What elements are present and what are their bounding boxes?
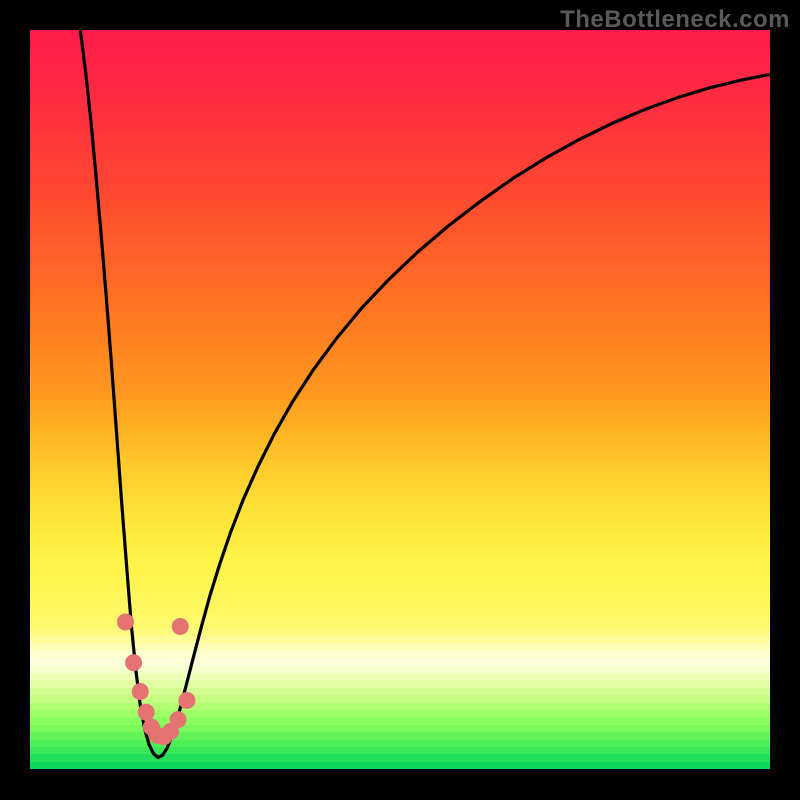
chart-svg <box>0 0 800 800</box>
datapoint <box>178 692 195 709</box>
datapoint <box>170 711 187 728</box>
datapoint <box>138 704 155 721</box>
datapoint <box>172 618 189 635</box>
datapoint <box>125 654 142 671</box>
bottleneck-curve <box>80 30 770 757</box>
watermark: TheBottleneck.com <box>560 6 790 34</box>
datapoint <box>117 614 134 631</box>
datapoints-group <box>117 614 195 746</box>
datapoint <box>132 683 149 700</box>
